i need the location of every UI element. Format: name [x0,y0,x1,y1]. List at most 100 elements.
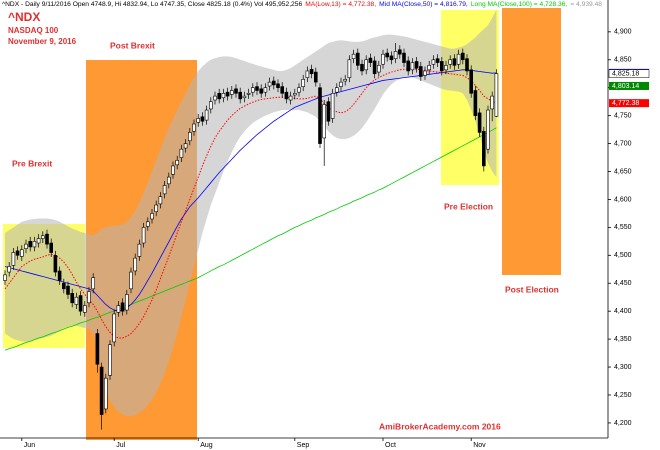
annotation: Pre Brexit [12,158,52,168]
candle-body [11,252,16,266]
candle-body [99,366,104,415]
candle-body [66,285,70,295]
candle-body [74,296,79,305]
candle-body [292,92,297,96]
candle-body [313,71,318,83]
candle-body [183,143,188,149]
y-tick-label: 4,500 [614,252,632,259]
candle-body [431,59,436,65]
candle-body [435,58,440,63]
candle-body [91,277,95,290]
candle-body [255,86,259,91]
candle-body [490,95,495,110]
candle-body [188,132,192,142]
candle-body [150,213,154,220]
candle-body [209,101,213,110]
candle-body [339,81,343,87]
x-tick-label: Nov [473,442,486,449]
candle-body [355,52,360,66]
post-election-region [502,8,561,275]
last-value-box [609,81,649,90]
candle-body [473,90,478,116]
y-tick-label: 4,700 [614,140,632,147]
candle-body [444,65,448,71]
header-part: = 4,939.48 [570,1,602,8]
candle-body [125,294,129,311]
y-tick-label: 4,450 [614,280,632,287]
y-tick-label: 4,850 [614,57,632,64]
candle-body [251,87,255,93]
header-part: Mid MA(Close,50) = 4,816.79, [379,1,468,8]
candle-body [112,313,116,343]
x-tick-label: Jul [116,442,125,449]
candle-body [32,241,37,248]
candle-body [351,53,356,59]
y-tick-label: 4,300 [614,364,632,371]
candle-body [297,87,301,93]
ma-line [4,69,497,312]
candle-body [129,271,133,290]
candle-body [414,61,419,69]
candle-body [246,92,251,95]
candle-body [397,49,402,55]
candle-body [158,196,163,205]
candle-body [322,104,327,139]
candle-body [406,60,411,72]
last-value-box [608,69,650,78]
x-tick-label: Aug [200,442,213,449]
candle-body [24,243,28,249]
candle-body [448,59,453,65]
candle-body [78,295,83,312]
candle-body [280,86,285,94]
candle-body [305,70,310,78]
last-value-label: 4,803.14 [612,83,639,90]
header-part: Long MA(Close,100) = 4,728.36, [471,1,568,8]
candle-body [225,91,230,97]
candle-body [196,118,200,123]
candle-body [318,87,322,144]
candle-body [57,270,62,281]
candle-body [439,61,444,72]
x-tick-label: Sep [297,442,310,449]
candle-body [271,80,276,86]
y-tick-label: 4,900 [614,29,632,36]
candle-body [3,274,7,281]
candle-body [204,109,209,121]
candle-body [465,58,469,72]
ma-line [4,127,497,351]
candle-body [70,293,74,304]
candle-body [120,302,125,312]
y-tick-label: 4,250 [614,392,632,399]
annotation: AmiBrokerAcademy.com 2016 [379,421,501,431]
candle-body [28,241,33,248]
candle-body [213,95,217,101]
candle-body [175,160,179,166]
candle-body [410,62,415,71]
candle-body [402,52,406,63]
candle-body [486,109,490,150]
y-tick-label: 4,550 [614,224,632,231]
candle-body [234,88,238,94]
candle-body [200,116,205,122]
x-tick-label: Jun [24,442,35,449]
candle-body [372,60,377,75]
candle-body [276,83,280,89]
last-value-label: 4,772.38 [612,100,639,107]
candle-body [217,92,221,100]
candle-body [368,57,373,63]
candle-body [116,305,121,313]
candle-body [389,55,394,61]
candle-body [83,305,87,313]
candle-body [385,52,390,58]
y-tick-label: 4,600 [614,196,632,203]
candle-body [179,148,184,158]
y-tick-label: 4,400 [614,308,632,315]
candle-body [137,243,142,257]
candle-body [347,59,352,78]
candle-body [154,204,158,213]
annotation: Post Election [505,284,559,294]
candle-body [238,91,242,100]
candle-body [288,95,293,101]
candle-body [146,221,150,227]
y-tick-label: 4,750 [614,112,632,119]
